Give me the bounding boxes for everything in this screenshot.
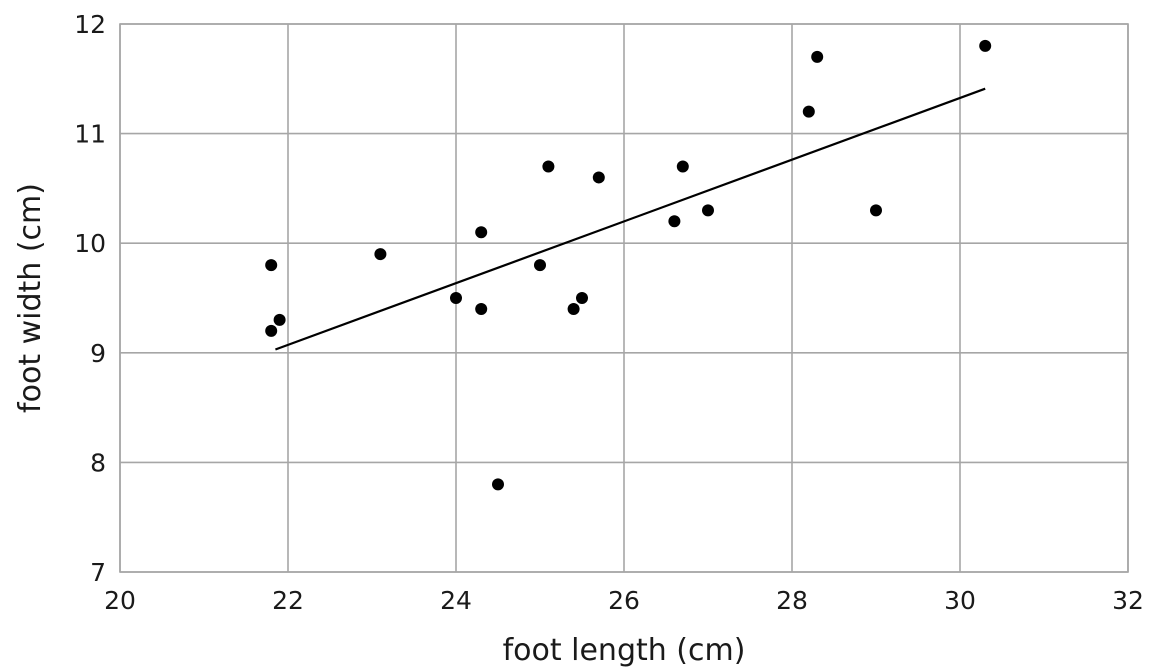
data-point — [676, 160, 689, 173]
data-points — [265, 39, 992, 491]
data-point — [979, 39, 992, 52]
data-point — [811, 50, 824, 63]
x-tick-label: 30 — [944, 586, 976, 615]
trend-line — [275, 87, 986, 351]
data-point — [450, 292, 462, 304]
x-tick-label: 20 — [104, 586, 136, 615]
data-point — [668, 215, 681, 228]
grid — [119, 23, 1129, 573]
data-point — [492, 478, 504, 491]
data-point — [475, 302, 488, 315]
y-tick-label: 12 — [74, 10, 106, 39]
trend-line-group — [275, 87, 986, 351]
x-tick-label: 24 — [440, 586, 472, 615]
x-tick-label: 22 — [272, 586, 304, 615]
x-tick-label: 32 — [1112, 586, 1144, 615]
data-point — [567, 302, 580, 315]
data-point — [374, 248, 387, 261]
x-tick-label: 28 — [776, 586, 808, 615]
x-tick-label: 26 — [608, 586, 640, 615]
y-tick-label: 8 — [90, 448, 106, 477]
data-point — [802, 105, 815, 118]
data-point — [576, 292, 588, 304]
data-point — [534, 259, 546, 272]
data-point — [542, 160, 555, 173]
data-point — [702, 204, 714, 217]
data-point — [265, 259, 278, 272]
data-point — [592, 171, 605, 184]
data-point — [265, 324, 278, 337]
y-tick-label: 9 — [90, 339, 106, 368]
plot-border — [119, 23, 1129, 573]
y-tick-label: 11 — [74, 120, 106, 149]
data-point — [273, 313, 286, 326]
data-point — [870, 204, 882, 217]
x-axis-title: foot length (cm) — [503, 633, 746, 668]
data-point — [475, 226, 488, 239]
y-tick-labels: 7 8 9 10 11 12 — [74, 10, 106, 587]
y-tick-label: 7 — [90, 558, 106, 587]
y-tick-label: 10 — [74, 229, 106, 258]
y-axis-title: foot width (cm) — [13, 183, 48, 413]
x-tick-labels: 20 22 24 26 28 30 32 — [104, 586, 1144, 615]
